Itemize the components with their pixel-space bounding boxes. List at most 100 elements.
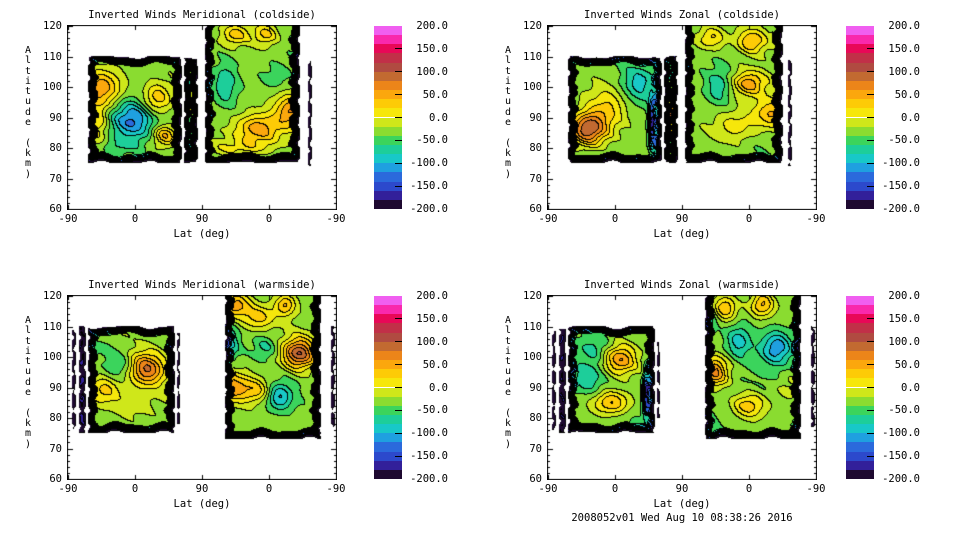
y-axis-title-char: m xyxy=(504,428,512,440)
x-tick-label: 0 xyxy=(265,483,273,495)
x-tick-label: -90 xyxy=(58,213,78,225)
y-tick-label: 100 xyxy=(523,351,542,363)
colorbar-band xyxy=(846,442,874,452)
colorbar-tick-label: 150.0 xyxy=(888,312,920,325)
panel-title: Inverted Winds Meridional (warmside) xyxy=(88,279,316,291)
colorbar-band xyxy=(846,369,874,379)
colorbar-tick-label: 0.0 xyxy=(429,111,448,124)
colorbar-tick-label: 50.0 xyxy=(894,358,920,371)
colorbar xyxy=(846,26,874,209)
y-axis-title-char: d xyxy=(504,106,512,118)
colorbar-band xyxy=(846,460,874,470)
colorbar-band xyxy=(374,350,402,361)
y-axis-title-char: i xyxy=(504,345,512,357)
colorbar-tick xyxy=(395,432,402,434)
y-axis-title-char: l xyxy=(24,55,32,67)
colorbar-band xyxy=(374,35,402,45)
y-axis-title-char: l xyxy=(24,325,32,337)
y-axis-title-char: e xyxy=(504,387,512,399)
colorbar-tick xyxy=(395,341,402,343)
colorbar-band xyxy=(374,341,402,351)
colorbar-band xyxy=(846,469,874,479)
colorbar-band xyxy=(374,360,402,370)
y-axis-title-char: m xyxy=(24,428,32,440)
x-axis-title: Lat (deg) xyxy=(653,498,711,510)
colorbar-band xyxy=(374,414,402,425)
colorbar-tick-label: -200.0 xyxy=(410,203,448,215)
colorbar-tick-label: 50.0 xyxy=(422,358,448,371)
colorbar-band xyxy=(374,405,402,415)
contour-plot xyxy=(547,295,817,480)
colorbar-tick xyxy=(395,117,402,118)
colorbar-band xyxy=(846,451,874,461)
y-axis-title-char: l xyxy=(504,325,512,337)
contour-plot xyxy=(67,295,337,480)
y-tick-label: 80 xyxy=(49,142,62,154)
colorbar-tick-label: -150.0 xyxy=(882,180,920,193)
colorbar-band xyxy=(374,126,402,136)
colorbar-band xyxy=(846,332,874,342)
colorbar-tick-label: 100.0 xyxy=(416,65,448,78)
colorbar-band xyxy=(374,62,402,72)
y-tick-label: 120 xyxy=(523,290,542,302)
colorbar-band xyxy=(374,396,402,406)
y-tick-label: 70 xyxy=(529,442,542,455)
y-axis-title-char: k xyxy=(504,147,512,159)
colorbar-band xyxy=(374,451,402,461)
y-axis-title-char: k xyxy=(24,417,32,429)
colorbar-band xyxy=(374,172,402,182)
colorbar-band xyxy=(846,163,874,173)
y-tick-label: 80 xyxy=(529,142,542,154)
y-axis-title-char: ( xyxy=(24,137,32,149)
colorbar-band xyxy=(374,44,402,54)
x-tick-label: 90 xyxy=(195,483,209,495)
colorbar-band xyxy=(846,424,874,434)
colorbar-band xyxy=(846,108,874,118)
colorbar-tick xyxy=(395,364,402,366)
colorbar-tick-label: 150.0 xyxy=(888,42,920,55)
y-tick-label: 100 xyxy=(43,351,62,363)
y-axis-title-char: ) xyxy=(24,168,32,180)
y-tick-label: 70 xyxy=(49,172,62,185)
colorbar-band xyxy=(374,108,402,118)
colorbar-tick xyxy=(395,318,402,320)
y-axis-title-char: k xyxy=(504,417,512,429)
colorbar-band xyxy=(846,44,874,54)
colorbar-tick-label: 150.0 xyxy=(416,42,448,55)
y-axis-title-char: u xyxy=(24,366,32,378)
x-tick-label: 90 xyxy=(195,213,209,225)
y-tick-label: 110 xyxy=(43,50,62,63)
y-axis-title-char: i xyxy=(24,75,32,87)
colorbar-band xyxy=(374,442,402,452)
panel-title: Inverted Winds Zonal (warmside) xyxy=(584,279,780,291)
colorbar-band xyxy=(846,117,874,127)
colorbar-band xyxy=(374,154,402,164)
colorbar-band xyxy=(846,305,874,315)
y-axis-title-char: A xyxy=(504,45,512,56)
colorbar-band xyxy=(846,296,874,306)
colorbar-band xyxy=(374,135,402,145)
colorbar-tick-label: 100.0 xyxy=(416,335,448,348)
y-tick-label: 60 xyxy=(529,473,542,485)
colorbar-tick xyxy=(395,455,402,457)
x-tick-label: -90 xyxy=(806,483,826,495)
y-tick-label: 120 xyxy=(43,290,62,302)
colorbar-band xyxy=(846,62,874,72)
y-axis-title-char: ( xyxy=(504,137,512,149)
y-axis-title-char: e xyxy=(24,387,32,399)
y-tick-label: 60 xyxy=(49,473,62,485)
colorbar-band xyxy=(374,80,402,91)
y-axis-title-char: d xyxy=(24,376,32,388)
x-tick-label: -90 xyxy=(538,213,558,225)
y-tick-label: 110 xyxy=(523,320,542,333)
colorbar-band xyxy=(846,135,874,145)
x-tick-label: -90 xyxy=(58,483,78,495)
contour-plot xyxy=(547,25,817,210)
colorbar-band xyxy=(374,99,402,109)
y-axis-title-char: ) xyxy=(504,168,512,180)
colorbar-tick xyxy=(867,185,874,187)
